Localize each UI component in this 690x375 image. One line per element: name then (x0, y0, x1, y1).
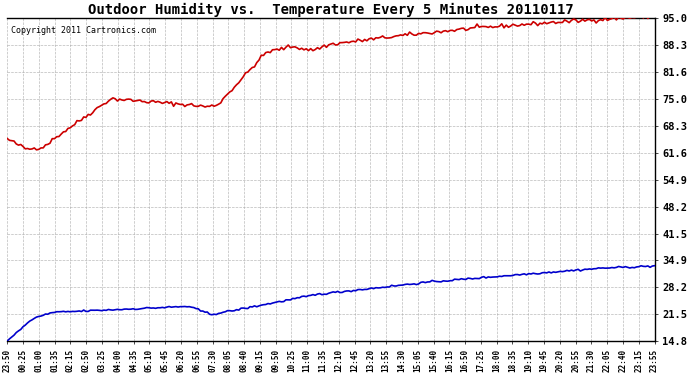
Text: Copyright 2011 Cartronics.com: Copyright 2011 Cartronics.com (10, 26, 155, 35)
Title: Outdoor Humidity vs.  Temperature Every 5 Minutes 20110117: Outdoor Humidity vs. Temperature Every 5… (88, 3, 574, 17)
